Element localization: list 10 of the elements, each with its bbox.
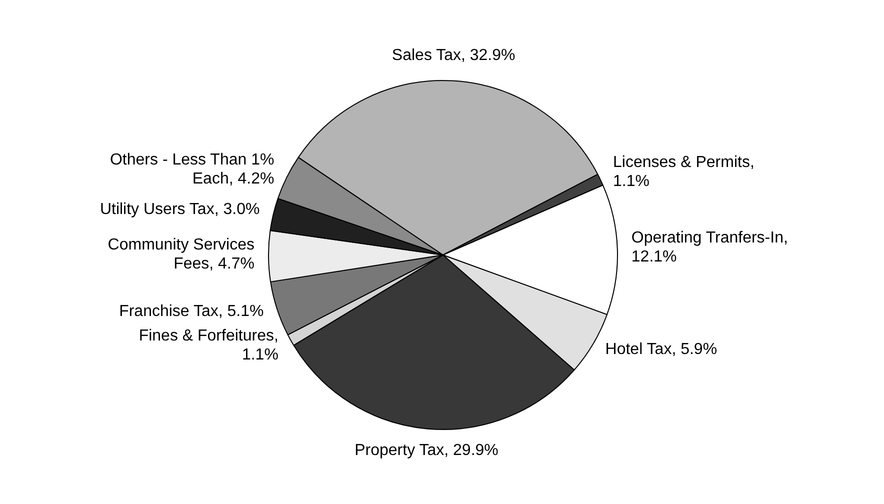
slice-label: Community Services Fees, 4.7% xyxy=(108,236,255,273)
slice-label: Franchise Tax, 5.1% xyxy=(119,303,264,320)
slice-label: Fines & Forfeitures, 1.1% xyxy=(138,327,278,364)
slice-label: Operating Tranfers-In, 12.1% xyxy=(631,229,788,266)
slice-label: Licenses & Permits, 1.1% xyxy=(613,154,754,190)
slice-label: Utility Users Tax, 3.0% xyxy=(100,200,260,218)
slice-label: Others - Less Than 1% Each, 4.2% xyxy=(110,151,274,188)
slice-label: Property Tax, 29.9% xyxy=(354,442,498,460)
slice-label: Sales Tax, 32.9% xyxy=(392,47,516,64)
slice-label: Hotel Tax, 5.9% xyxy=(605,340,718,358)
